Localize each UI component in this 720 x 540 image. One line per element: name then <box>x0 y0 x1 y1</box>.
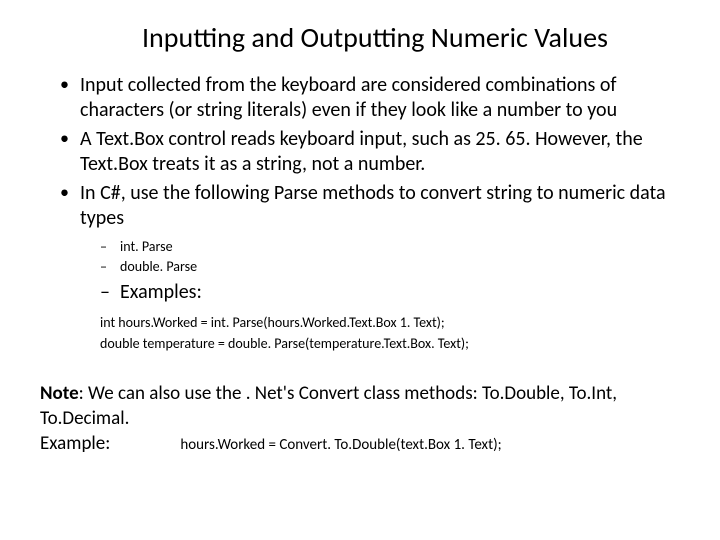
bullet-text: A Text.Box control reads keyboard input,… <box>80 127 680 177</box>
dash-marker: – <box>100 237 120 257</box>
bullet-text: In C#, use the following Parse methods t… <box>80 181 680 231</box>
dash-marker: – <box>100 257 120 277</box>
slide-title: Inputting and Outputting Numeric Values <box>70 20 680 55</box>
examples-label: Examples: <box>120 278 202 306</box>
note-line: Note: We can also use the . Net's Conver… <box>40 382 680 431</box>
sub-item-examples: – Examples: <box>100 278 680 306</box>
bullet-item: • A Text.Box control reads keyboard inpu… <box>60 127 680 177</box>
bullet-item: • Input collected from the keyboard are … <box>60 73 680 123</box>
code-line: double temperature = double. Parse(tempe… <box>100 333 680 354</box>
code-block: int hours.Worked = int. Parse(hours.Work… <box>40 312 680 354</box>
example-label: Example: <box>40 432 110 457</box>
dash-marker: – <box>100 278 120 306</box>
example-line: Example: hours.Worked = Convert. To.Doub… <box>40 432 680 457</box>
note-text: : We can also use the . Net's Convert cl… <box>40 382 617 430</box>
example-code: hours.Worked = Convert. To.Double(text.B… <box>180 436 501 456</box>
sub-text: int. Parse <box>120 237 173 257</box>
bullet-marker: • <box>60 127 80 150</box>
sub-item: – double. Parse <box>100 257 680 277</box>
code-line: int hours.Worked = int. Parse(hours.Work… <box>100 312 680 333</box>
note-label: Note <box>40 382 79 405</box>
bullet-item: • In C#, use the following Parse methods… <box>60 181 680 231</box>
bullet-text: Input collected from the keyboard are co… <box>80 73 680 123</box>
sub-bullet-list: – int. Parse – double. Parse – Examples: <box>40 237 680 306</box>
bullet-marker: • <box>60 73 80 96</box>
note-section: Note: We can also use the . Net's Conver… <box>40 382 680 456</box>
sub-text: double. Parse <box>120 257 197 277</box>
bullet-marker: • <box>60 181 80 204</box>
sub-item: – int. Parse <box>100 237 680 257</box>
main-bullet-list: • Input collected from the keyboard are … <box>40 73 680 231</box>
